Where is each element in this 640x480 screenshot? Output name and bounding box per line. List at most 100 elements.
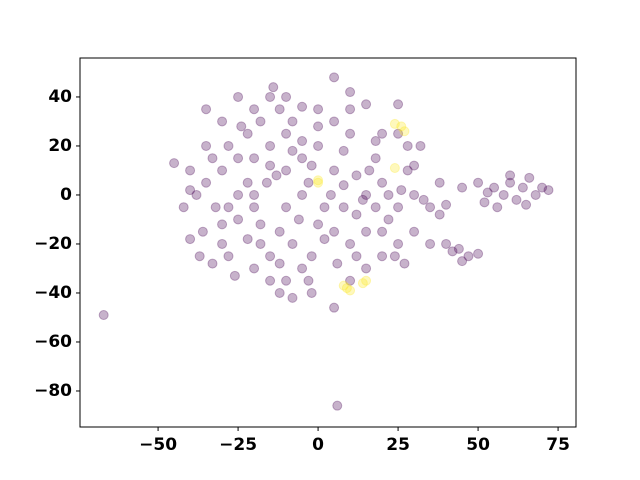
point [297,136,308,147]
point [185,165,196,176]
point [345,87,356,98]
point [303,177,314,188]
point [345,238,356,249]
y-tick-label: 20 [48,136,72,156]
point [217,165,228,176]
point [281,165,292,176]
point [223,202,234,213]
point [274,258,285,269]
point [399,126,410,137]
point [338,280,349,291]
point [473,248,484,259]
point [233,153,244,164]
point [249,202,260,213]
point [338,202,349,213]
point [197,226,208,237]
point [377,251,388,262]
point [185,234,196,245]
point [329,302,340,313]
point [185,185,196,196]
point [268,82,279,93]
point [207,153,218,164]
point [329,165,340,176]
point [306,287,317,298]
point [434,209,445,220]
y-tick-label: 0 [60,185,72,205]
point [319,234,330,245]
point [457,256,468,267]
point [287,145,298,156]
point [233,214,244,225]
y-tick-label: −40 [34,283,72,303]
point [473,177,484,188]
point [498,189,509,200]
point [297,189,308,200]
point [389,251,400,262]
point [370,153,381,164]
point [191,189,202,200]
point [441,199,452,210]
point [274,287,285,298]
point [313,177,324,188]
point [482,187,493,198]
point [313,140,324,151]
point [249,104,260,115]
point [281,202,292,213]
point [229,270,240,281]
point [521,199,532,210]
point [223,140,234,151]
point [377,128,388,139]
point [383,189,394,200]
point [393,128,404,139]
point [265,140,276,151]
point [265,275,276,286]
point [361,275,372,286]
point [271,170,282,181]
point [351,170,362,181]
point [434,177,445,188]
point [319,202,330,213]
point [517,182,528,193]
point [361,189,372,200]
point [325,189,336,200]
point [306,160,317,171]
point [345,104,356,115]
point [249,189,260,200]
point [396,185,407,196]
point [287,116,298,127]
point [361,226,372,237]
point [505,170,516,181]
point [233,91,244,102]
point [217,219,228,230]
point [357,194,368,205]
point [524,172,535,183]
point [357,278,368,289]
point [409,160,420,171]
point [293,214,304,225]
point [489,182,500,193]
point [409,226,420,237]
point [242,128,253,139]
point [201,177,212,188]
point [511,194,522,205]
point [393,202,404,213]
point [447,246,458,257]
plot-frame [79,57,577,428]
x-tick-label: 0 [312,435,324,455]
point [345,285,356,296]
point [402,165,413,176]
point [274,104,285,115]
point [332,400,343,411]
y-tick-label: 40 [48,87,72,107]
point [249,263,260,274]
point [281,91,292,102]
point [201,140,212,151]
point [274,226,285,237]
y-tick-label: −80 [34,381,72,401]
point [313,175,324,186]
point [377,177,388,188]
point [210,202,221,213]
point [242,177,253,188]
point [402,140,413,151]
point [453,243,464,254]
